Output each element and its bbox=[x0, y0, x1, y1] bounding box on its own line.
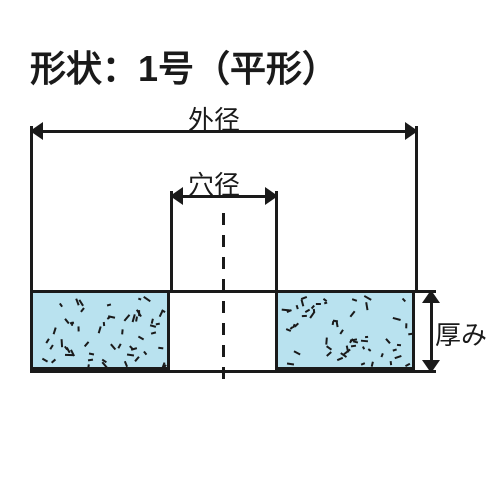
diagram-canvas: 形状：1号（平形） 外径 穴径 厚み bbox=[0, 0, 500, 500]
diagram-title: 形状：1号（平形） bbox=[30, 40, 338, 92]
thickness-label: 厚み bbox=[435, 315, 487, 352]
cross-section-region bbox=[275, 290, 415, 370]
cross-section-region bbox=[30, 290, 170, 370]
